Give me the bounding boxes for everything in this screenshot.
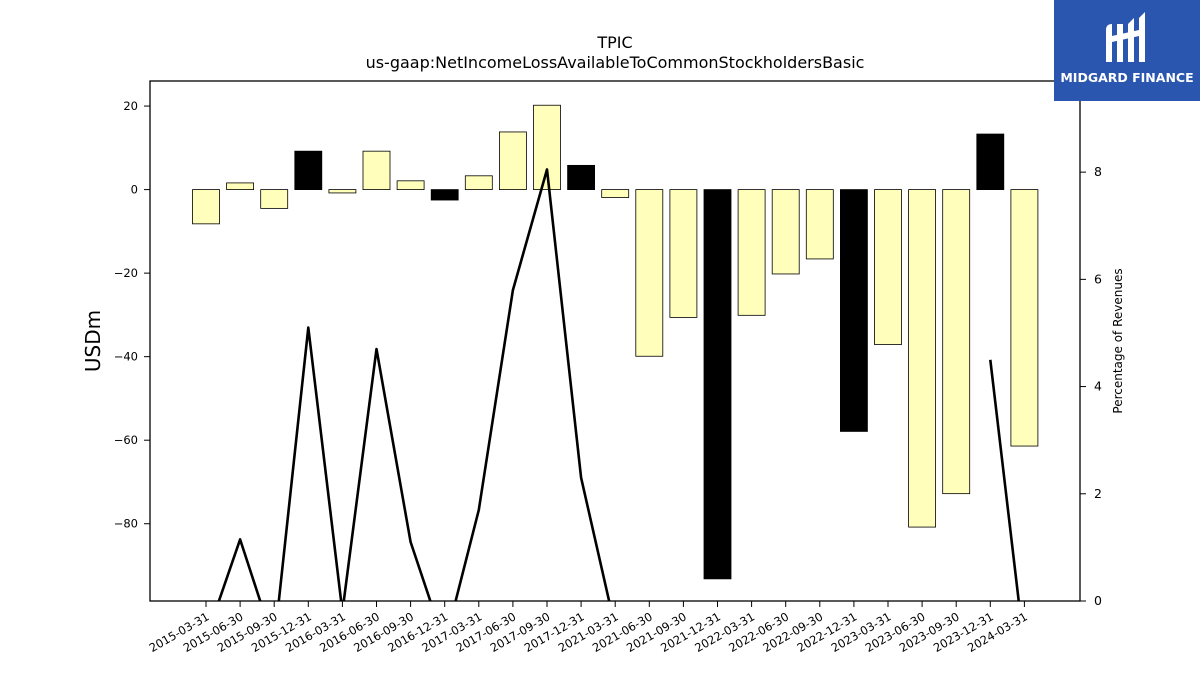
y2-tick-label: 8: [1094, 164, 1102, 179]
bar-2015-06-30: [226, 182, 255, 190]
midgard-finance-logo: MIDGARD FINANCE: [1054, 0, 1200, 101]
y-tick-label: −60: [114, 433, 138, 447]
y-axis-label: USDm: [81, 310, 105, 372]
logo-text: MIDGARD FINANCE: [1060, 70, 1194, 85]
y2-tick-label: 0: [1094, 593, 1102, 608]
bar-2021-03-31: [601, 189, 630, 198]
chart-title: TPIC: [596, 33, 632, 52]
y2-tick-label: 2: [1094, 486, 1102, 501]
y-tick-label: −20: [114, 266, 138, 280]
percentage-line-segment-0: [217, 168, 611, 601]
bar-2017-03-31: [464, 175, 493, 190]
bar-2021-09-30: [669, 189, 698, 318]
bar-2023-12-31: [976, 133, 1005, 190]
logo-mark-icon: [1106, 12, 1145, 62]
bar-2015-12-31: [294, 150, 323, 190]
bar-2023-06-30: [908, 189, 936, 528]
bar-2024-03-31: [1010, 189, 1039, 447]
bar-2022-09-30: [805, 189, 834, 260]
bar-2016-12-31: [430, 189, 459, 201]
y2-axis-label: Percentage of Revenues: [1111, 268, 1125, 413]
bar-2023-09-30: [942, 189, 971, 495]
y2-tick-label: 4: [1094, 379, 1102, 394]
bar-2017-06-30: [498, 131, 527, 190]
chart-subtitle: us-gaap:NetIncomeLossAvailableToCommonSt…: [366, 53, 865, 72]
y2-tick-label: 6: [1094, 271, 1102, 286]
bar-2023-03-31: [874, 189, 902, 345]
bar-2015-03-31: [192, 189, 220, 225]
y-tick-label: −40: [114, 350, 138, 364]
bar-2022-03-31: [737, 189, 766, 316]
y-tick-label: 20: [123, 99, 138, 113]
y-tick-label: 0: [131, 183, 138, 197]
plot-frame: [149, 80, 1081, 602]
bar-2022-12-31: [840, 189, 868, 432]
bar-2016-06-30: [362, 150, 391, 190]
bar-2016-03-31: [328, 189, 357, 194]
bar-2021-12-31: [703, 189, 732, 580]
bar-2021-06-30: [635, 189, 664, 357]
bar-2017-12-31: [567, 164, 595, 190]
bar-2016-09-30: [396, 180, 425, 190]
y-tick-label: −80: [114, 517, 138, 531]
plot-area: 200−20−40−60−80024682015-03-312015-06-30…: [114, 80, 1102, 655]
bar-2015-09-30: [260, 189, 289, 209]
bar-2022-06-30: [771, 189, 800, 275]
